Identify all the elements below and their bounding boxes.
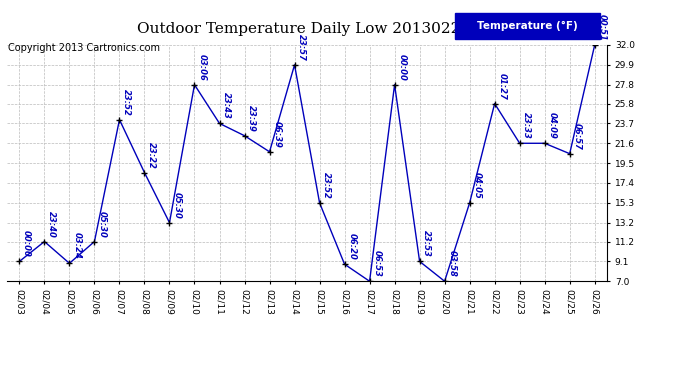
Text: 23:40: 23:40 xyxy=(47,210,56,237)
Text: 06:57: 06:57 xyxy=(573,123,582,150)
Text: Temperature (°F): Temperature (°F) xyxy=(477,21,578,31)
Text: 06:53: 06:53 xyxy=(373,250,382,277)
Text: 23:33: 23:33 xyxy=(522,112,531,139)
Text: 04:05: 04:05 xyxy=(473,172,482,199)
Text: 03:58: 03:58 xyxy=(447,250,456,277)
Text: Copyright 2013 Cartronics.com: Copyright 2013 Cartronics.com xyxy=(8,43,160,53)
Text: 00:00: 00:00 xyxy=(397,54,406,81)
Text: 05:30: 05:30 xyxy=(172,192,181,219)
Text: 00:00: 00:00 xyxy=(22,230,31,257)
Text: 05:30: 05:30 xyxy=(97,210,106,237)
Text: 00:51: 00:51 xyxy=(598,14,607,41)
Text: 03:06: 03:06 xyxy=(197,54,206,81)
Text: 23:52: 23:52 xyxy=(322,172,331,199)
Text: 04:09: 04:09 xyxy=(547,112,556,139)
Text: 23:53: 23:53 xyxy=(422,230,431,257)
Text: 23:22: 23:22 xyxy=(147,141,156,168)
Text: Outdoor Temperature Daily Low 20130227: Outdoor Temperature Daily Low 20130227 xyxy=(137,22,470,36)
Text: 06:39: 06:39 xyxy=(273,121,282,148)
Text: 03:24: 03:24 xyxy=(72,232,81,259)
Text: 23:39: 23:39 xyxy=(247,105,256,132)
Text: 06:20: 06:20 xyxy=(347,233,356,260)
Text: 23:57: 23:57 xyxy=(297,34,306,61)
Text: 23:43: 23:43 xyxy=(222,92,231,119)
Text: 23:52: 23:52 xyxy=(122,88,131,116)
Text: 01:27: 01:27 xyxy=(497,72,506,99)
